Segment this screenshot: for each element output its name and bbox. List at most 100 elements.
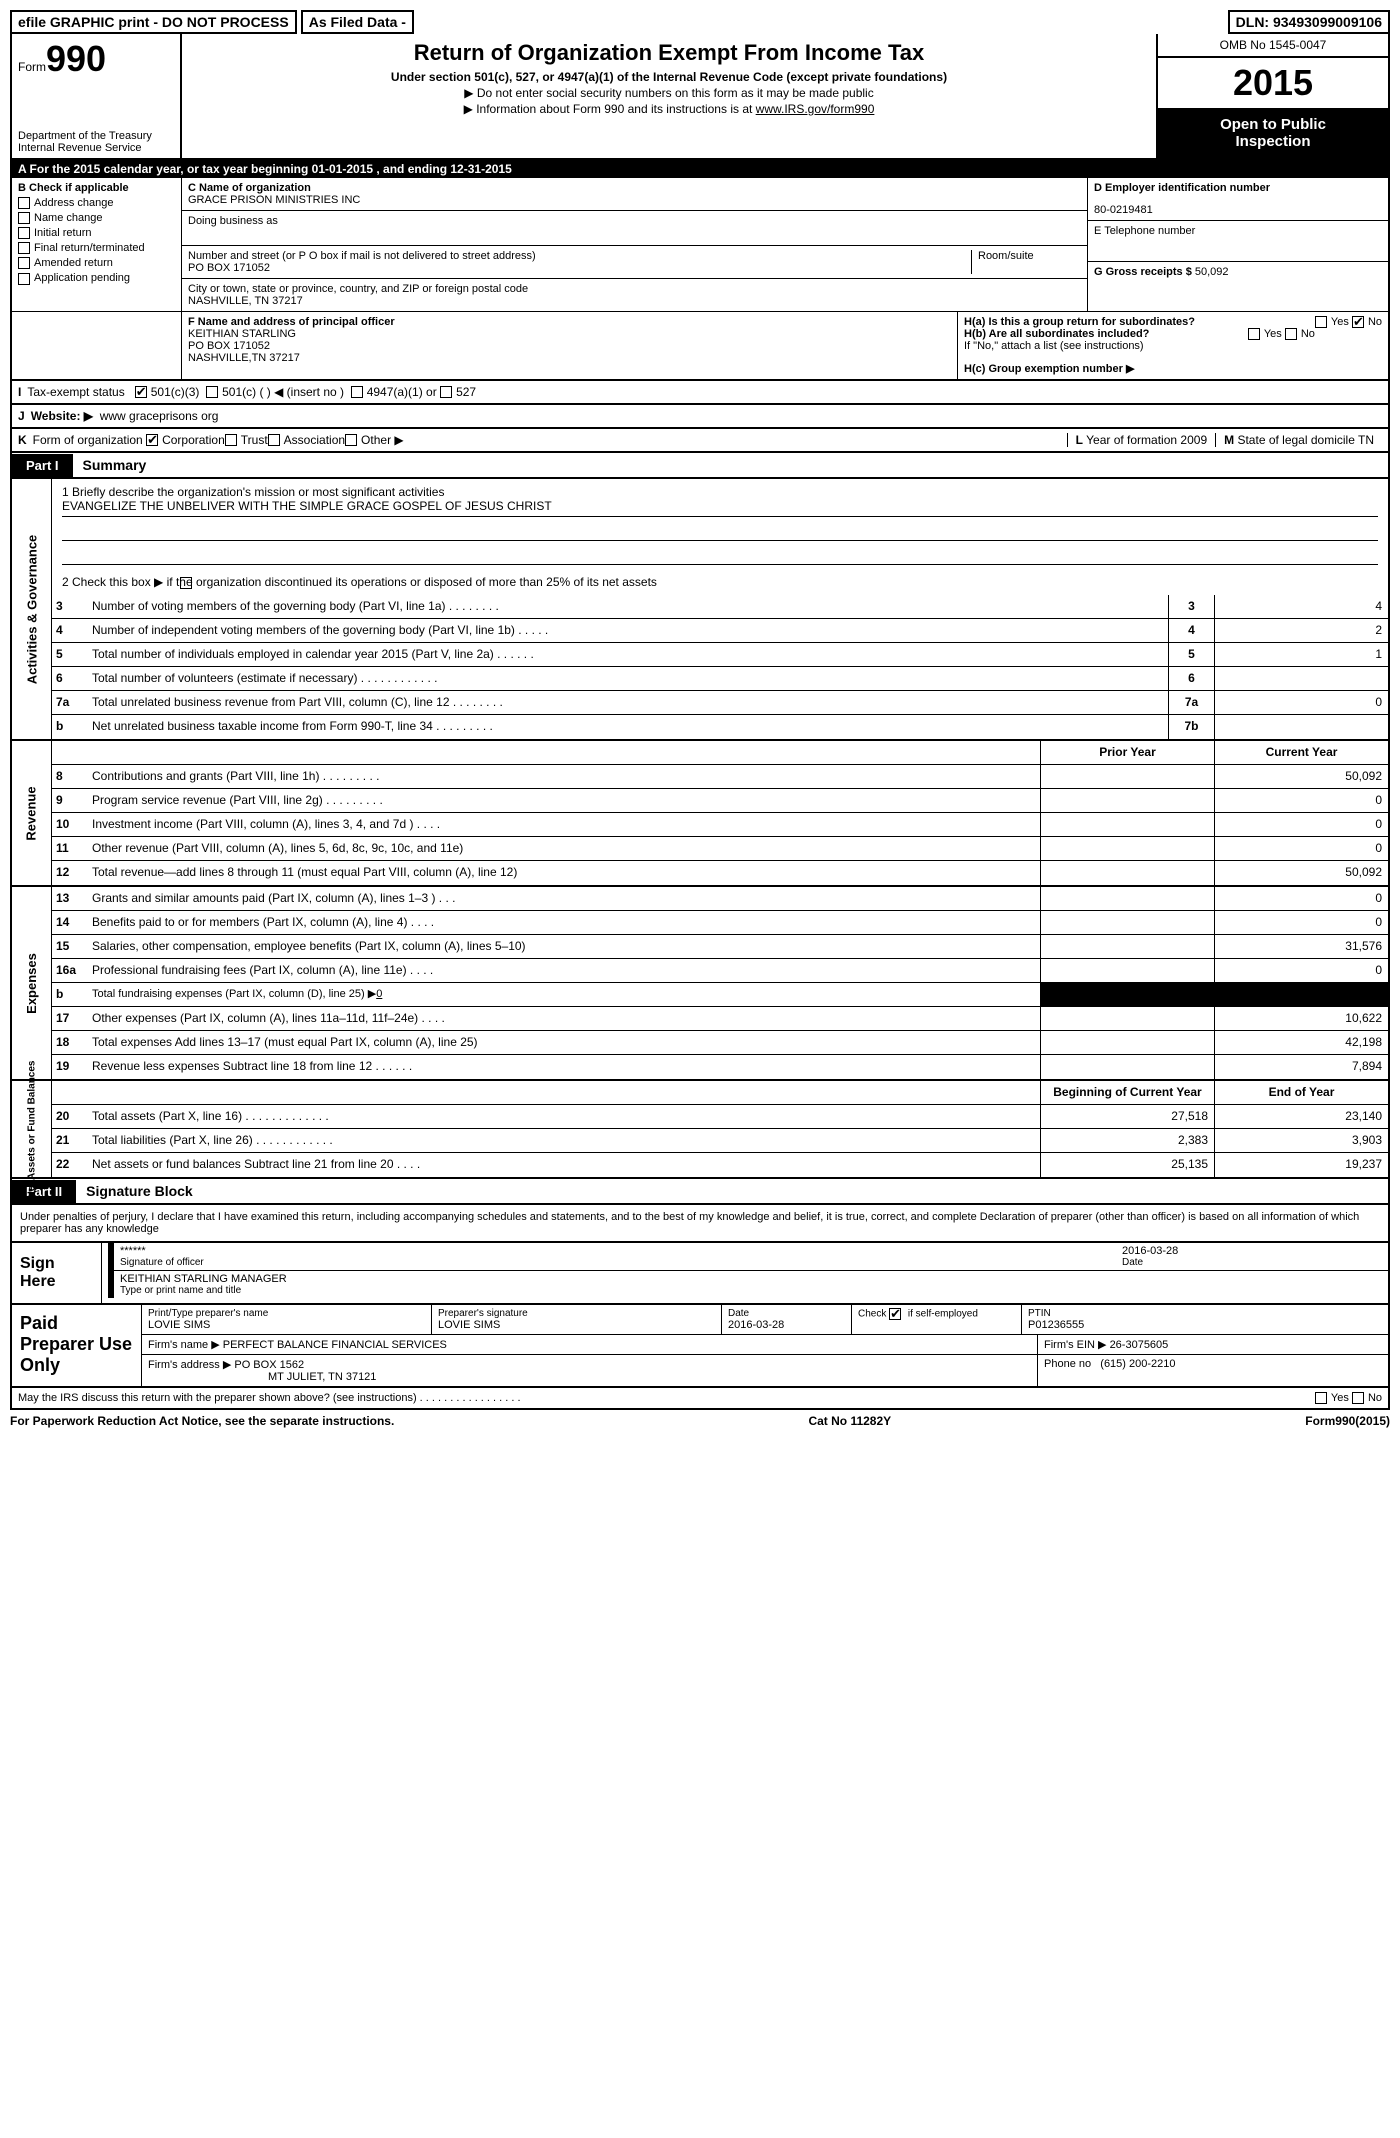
cb-hb-yes[interactable] xyxy=(1248,328,1260,340)
sign-here-row: Sign Here ****** Signature of officer 20… xyxy=(10,1243,1390,1305)
gross-value: 50,092 xyxy=(1195,266,1229,278)
officer-addr2: NASHVILLE,TN 37217 xyxy=(188,352,951,364)
form-note1: ▶ Do not enter social security numbers o… xyxy=(192,86,1146,100)
sig-type-label: Type or print name and title xyxy=(120,1285,1382,1296)
cb-501c3[interactable] xyxy=(135,386,147,398)
col-c-org-info: C Name of organization GRACE PRISON MINI… xyxy=(182,178,1088,311)
phone-value xyxy=(1094,237,1382,257)
mission-blank2 xyxy=(62,547,1378,565)
form-subtitle: Under section 501(c), 527, or 4947(a)(1)… xyxy=(192,70,1146,84)
firm-name: PERFECT BALANCE FINANCIAL SERVICES xyxy=(223,1339,447,1351)
cb-address-change[interactable] xyxy=(18,197,30,209)
officer-left: F Name and address of principal officer … xyxy=(182,312,958,379)
exp-r16a: Professional fundraising fees (Part IX, … xyxy=(88,959,1040,982)
cb-initial-return[interactable] xyxy=(18,227,30,239)
sig-name: KEITHIAN STARLING MANAGER xyxy=(120,1273,1382,1285)
cb-trust[interactable] xyxy=(225,434,237,446)
prep-date: 2016-03-28 xyxy=(728,1319,845,1331)
col-b-header: B Check if applicable xyxy=(18,182,175,194)
nab-r22: Net assets or fund balances Subtract lin… xyxy=(88,1153,1040,1177)
cell-city: City or town, state or province, country… xyxy=(182,279,1088,311)
cb-4947[interactable] xyxy=(351,386,363,398)
line-k-txt: Form of organization xyxy=(33,433,143,447)
side-governance: Activities & Governance xyxy=(12,479,52,739)
cell-gross-receipts: G Gross receipts $ 50,092 xyxy=(1088,262,1388,282)
line-l-val: 2009 xyxy=(1180,433,1207,447)
form-word: Form xyxy=(18,60,46,74)
city-value: NASHVILLE, TN 37217 xyxy=(188,295,1081,307)
lbl-final-return: Final return/terminated xyxy=(34,242,145,254)
gov-v6 xyxy=(1214,667,1388,690)
irs-link[interactable]: www.IRS.gov/form990 xyxy=(756,102,875,116)
part2-header: Part II Signature Block xyxy=(10,1179,1390,1205)
prep-sig-label: Preparer's signature xyxy=(438,1308,715,1319)
part2-title: Signature Block xyxy=(76,1179,203,1203)
cb-527[interactable] xyxy=(440,386,452,398)
gov-v5: 1 xyxy=(1214,643,1388,666)
cb-other[interactable] xyxy=(345,434,357,446)
col-b-checkboxes: B Check if applicable Address change Nam… xyxy=(12,178,182,311)
cb-assoc[interactable] xyxy=(268,434,280,446)
nab-r20: Total assets (Part X, line 16) . . . . .… xyxy=(88,1105,1040,1128)
summary-expenses: Expenses 13Grants and similar amounts pa… xyxy=(10,887,1390,1081)
cb-hb-no[interactable] xyxy=(1285,328,1297,340)
nab-b20: 27,518 xyxy=(1040,1105,1214,1128)
gov-v3: 4 xyxy=(1214,595,1388,618)
rev-r8: Contributions and grants (Part VIII, lin… xyxy=(88,765,1040,788)
top-bar: efile GRAPHIC print - DO NOT PROCESS As … xyxy=(10,10,1390,34)
cb-final-return[interactable] xyxy=(18,242,30,254)
part1-tag: Part I xyxy=(12,454,73,477)
cb-discontinued[interactable] xyxy=(180,577,192,589)
row-a-period: A For the 2015 calendar year, or tax yea… xyxy=(12,160,1388,178)
cb-corp[interactable] xyxy=(146,434,158,446)
form-note2: ▶ Information about Form 990 and its ins… xyxy=(192,102,1146,116)
side-revenue: Revenue xyxy=(12,741,52,885)
prep-self-employed: Check if self-employed xyxy=(852,1305,1022,1334)
org-name-label: C Name of organization xyxy=(188,182,1081,194)
cb-discuss-no[interactable] xyxy=(1352,1392,1364,1404)
lbl-assoc: Association xyxy=(284,433,345,447)
note2-prefix: ▶ Information about Form 990 and its ins… xyxy=(464,102,756,116)
cb-501c[interactable] xyxy=(206,386,218,398)
nab-e22: 19,237 xyxy=(1214,1153,1388,1177)
gov-r7a: Total unrelated business revenue from Pa… xyxy=(88,691,1168,714)
col-d-employer: D Employer identification number 80-0219… xyxy=(1088,178,1388,311)
cell-ein: D Employer identification number 80-0219… xyxy=(1088,178,1388,221)
efile-label: efile GRAPHIC print - DO NOT PROCESS xyxy=(10,10,297,34)
cb-self-employed[interactable] xyxy=(889,1308,901,1320)
firm-phone: (615) 200-2210 xyxy=(1100,1358,1175,1370)
cb-ha-yes[interactable] xyxy=(1315,316,1327,328)
line-l-txt: Year of formation xyxy=(1086,433,1177,447)
phone-label: E Telephone number xyxy=(1094,225,1382,237)
street-value: PO BOX 171052 xyxy=(188,262,971,274)
lbl-name-change: Name change xyxy=(34,212,103,224)
lbl-501c3: 501(c)(3) xyxy=(151,385,200,399)
cb-amended-return[interactable] xyxy=(18,257,30,269)
room-label: Room/suite xyxy=(978,250,1081,262)
form-ref: Form990(2015) xyxy=(1305,1414,1390,1428)
filer-info-row: B Check if applicable Address change Nam… xyxy=(12,178,1388,311)
prep-date-label: Date xyxy=(728,1308,845,1319)
sig-officer-label: Signature of officer xyxy=(120,1257,1122,1268)
cb-application-pending[interactable] xyxy=(18,273,30,285)
exp-r18: Total expenses Add lines 13–17 (must equ… xyxy=(88,1031,1040,1054)
lbl-501c: 501(c) ( ) ◀ (insert no ) xyxy=(222,385,344,399)
mission-q1: 1 Briefly describe the organization's mi… xyxy=(62,485,1378,499)
exp-v17: 10,622 xyxy=(1214,1007,1388,1030)
form-title: Return of Organization Exempt From Incom… xyxy=(192,40,1146,66)
officer-addr1: PO BOX 171052 xyxy=(188,340,951,352)
gov-r6: Total number of volunteers (estimate if … xyxy=(88,667,1168,690)
line-j-txt: Website: ▶ xyxy=(31,409,93,423)
dba-value xyxy=(188,227,1081,241)
website-value: www graceprisons org xyxy=(100,409,219,423)
ptin-value: P01236555 xyxy=(1028,1319,1382,1331)
cb-discuss-yes[interactable] xyxy=(1315,1392,1327,1404)
cb-ha-no[interactable] xyxy=(1352,316,1364,328)
dln-value: 93493099009106 xyxy=(1273,14,1382,30)
exp-r14: Benefits paid to or for members (Part IX… xyxy=(88,911,1040,934)
nab-b22: 25,135 xyxy=(1040,1153,1214,1177)
lbl-no2: No xyxy=(1301,328,1315,340)
firm-phone-label: Phone no xyxy=(1044,1358,1091,1370)
cb-name-change[interactable] xyxy=(18,212,30,224)
lbl-527: 527 xyxy=(456,385,476,399)
